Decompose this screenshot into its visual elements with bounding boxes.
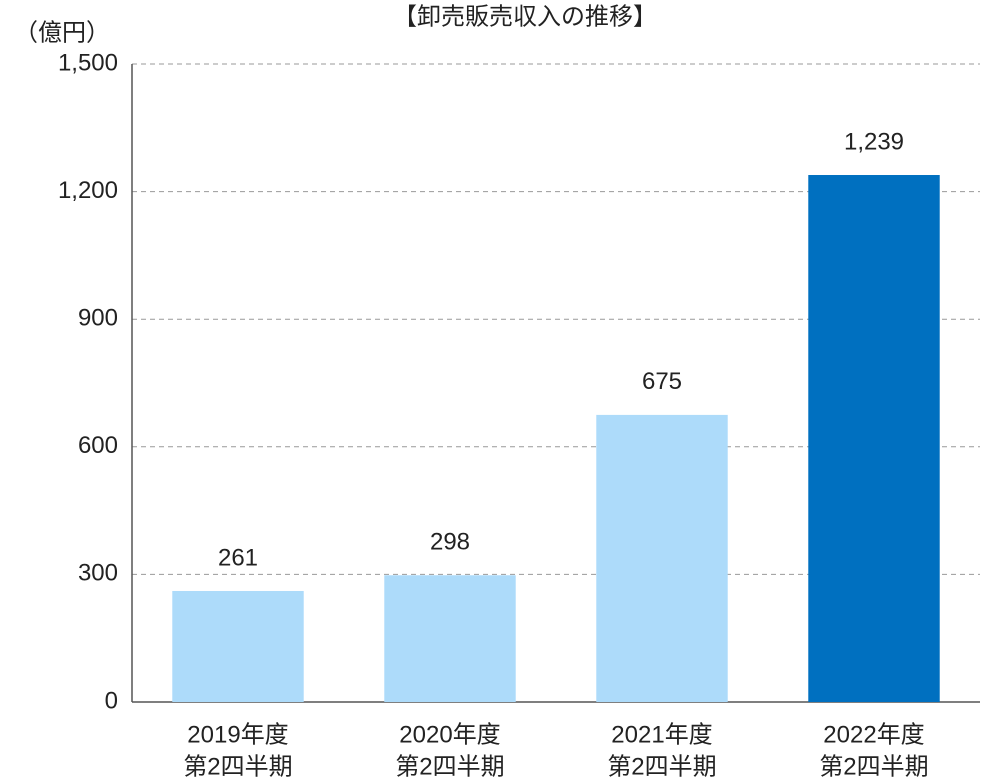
y-tick-label: 0 <box>105 687 118 714</box>
x-tick-label: 第2四半期 <box>183 753 292 780</box>
data-label: 261 <box>218 544 258 571</box>
y-tick-label: 1,200 <box>58 177 118 204</box>
x-tick-label: 2019年度 <box>187 721 288 748</box>
data-label: 1,239 <box>844 128 904 155</box>
data-label: 298 <box>430 529 470 556</box>
bar <box>384 575 516 702</box>
chart-title: 【卸売販売収入の推移】 <box>393 3 657 30</box>
x-tick-label: 第2四半期 <box>395 753 504 780</box>
y-tick-label: 1,500 <box>58 49 118 76</box>
x-tick-label: 2020年度 <box>399 721 500 748</box>
y-tick-label: 300 <box>78 560 118 587</box>
x-tick-label: 2021年度 <box>611 721 712 748</box>
bar <box>172 590 304 702</box>
x-tick-label: 2022年度 <box>823 721 924 748</box>
bar <box>808 175 940 703</box>
x-tick-label: 第2四半期 <box>607 753 716 780</box>
y-axis-label: （億円） <box>14 19 110 46</box>
y-tick-label: 600 <box>78 432 118 459</box>
data-label: 675 <box>642 368 682 395</box>
y-tick-label: 900 <box>78 305 118 332</box>
bar <box>596 414 728 702</box>
x-tick-label: 第2四半期 <box>819 753 928 780</box>
